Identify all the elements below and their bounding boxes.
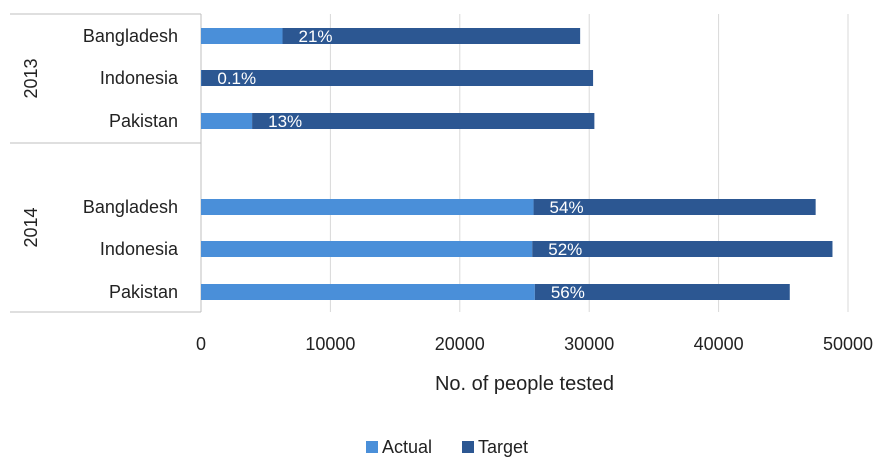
bar-target-2013-bangladesh <box>282 28 581 44</box>
group-labels: 2013 2014 <box>21 58 41 247</box>
x-tick-label: 0 <box>196 334 206 354</box>
bar-target-2013-indonesia <box>201 70 594 86</box>
data-label: 52% <box>548 240 582 259</box>
x-tick-labels: 0 10000 20000 30000 40000 50000 <box>196 334 873 354</box>
bar-actual-2014-pakistan <box>201 284 535 300</box>
category-label: Pakistan <box>109 111 178 131</box>
category-label: Indonesia <box>100 239 179 259</box>
category-label: Pakistan <box>109 282 178 302</box>
category-label: Indonesia <box>100 68 179 88</box>
bar-actual-2014-bangladesh <box>201 199 534 215</box>
legend-label-target: Target <box>478 437 528 457</box>
data-label: 21% <box>299 27 333 46</box>
bar-actual-2013-pakistan <box>201 113 253 129</box>
bar-actual-2013-indonesia <box>201 70 202 86</box>
x-tick-label: 40000 <box>694 334 744 354</box>
bar-actual-2013-bangladesh <box>201 28 283 44</box>
bar-target-2014-bangladesh <box>533 199 816 215</box>
category-label: Bangladesh <box>83 197 178 217</box>
bar-target-2013-pakistan <box>252 113 595 129</box>
data-labels: 21% 0.1% 13% 54% 52% 56% <box>217 27 584 302</box>
x-tick-label: 50000 <box>823 334 873 354</box>
bar-target-2014-indonesia <box>532 241 833 257</box>
bar-target-2014-pakistan <box>534 284 790 300</box>
legend-swatch-actual <box>366 441 378 453</box>
x-tick-label: 30000 <box>564 334 614 354</box>
gridlines <box>329 14 849 312</box>
category-axis-frame <box>10 13 202 313</box>
group-label: 2014 <box>21 207 41 247</box>
legend-label-actual: Actual <box>382 437 432 457</box>
data-label: 54% <box>550 198 584 217</box>
bars <box>201 28 833 300</box>
x-tick-label: 20000 <box>435 334 485 354</box>
category-label: Bangladesh <box>83 26 178 46</box>
x-axis-title: No. of people tested <box>435 373 614 395</box>
group-label: 2013 <box>21 58 41 98</box>
x-tick-label: 10000 <box>305 334 355 354</box>
data-label: 0.1% <box>217 69 256 88</box>
legend: Actual Target <box>366 437 528 457</box>
bar-actual-2014-indonesia <box>201 241 533 257</box>
data-label: 56% <box>551 283 585 302</box>
category-labels: Bangladesh Indonesia Pakistan Bangladesh Ind… <box>83 26 179 302</box>
legend-swatch-target <box>462 441 474 453</box>
data-label: 13% <box>268 112 302 131</box>
